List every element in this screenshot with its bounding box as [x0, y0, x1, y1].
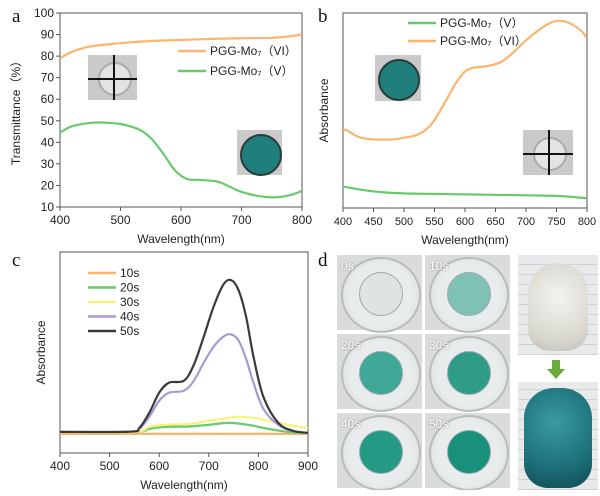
- x-tick-label: 400: [50, 459, 70, 473]
- inset-green-film-a: [237, 130, 282, 176]
- x-tick-label: 700: [231, 213, 251, 227]
- gel-disc: [447, 430, 491, 474]
- crosshair-horizontal: [523, 153, 573, 155]
- crosshair-vertical: [548, 130, 550, 175]
- blue-bear-gel: [524, 388, 592, 488]
- series-line-PGG-Mo-V-: [60, 121, 302, 199]
- panel-label-b: b: [318, 6, 328, 27]
- legend-label: 40s: [120, 310, 139, 324]
- arrow-down-icon: [552, 360, 560, 370]
- x-tick-label: 650: [486, 216, 504, 228]
- x-tick-label: 600: [149, 459, 169, 473]
- x-tick-label: 700: [517, 216, 535, 228]
- x-axis-label: Wavelength(nm): [140, 478, 228, 492]
- gel-disc: [447, 272, 491, 316]
- panel-label-c: c: [12, 250, 21, 271]
- series-line-PGG-Mo-V-: [343, 185, 587, 200]
- plot-frame: [59, 251, 309, 454]
- blue-bear-photo: [518, 382, 598, 490]
- gel-disc: [359, 272, 403, 316]
- panel-label-d: d: [318, 250, 328, 271]
- x-tick-label: 600: [171, 213, 191, 227]
- chart-c: 400 500 600 700 800 900 Wavelength(nm) Absorban…: [34, 251, 318, 492]
- arrow-down-head-icon: [547, 369, 565, 379]
- x-tick-label: 550: [425, 216, 443, 228]
- inset-clear-film-a: [88, 55, 137, 100]
- dish-photo: 0s: [337, 255, 423, 333]
- inset-clear-film-b: [523, 130, 573, 175]
- y-tick-label: 60: [41, 92, 55, 106]
- x-tick-label: 450: [364, 216, 382, 228]
- x-tick-label: 500: [395, 216, 413, 228]
- crosshair-vertical: [113, 55, 115, 100]
- time-label: 0s: [341, 259, 354, 273]
- time-label: 40s: [341, 417, 361, 431]
- x-tick-label: 600: [456, 216, 474, 228]
- dish-photo: 30s: [425, 334, 511, 412]
- legend-label: 10s: [120, 266, 139, 280]
- x-tick-label: 400: [334, 216, 352, 228]
- legend-label: PGG-Mo₇（VI）: [440, 34, 527, 48]
- panel-label-a: a: [12, 6, 21, 27]
- x-axis-label: Wavelength(nm): [137, 232, 225, 246]
- gel-disc: [359, 430, 403, 474]
- y-tick-label: 50: [41, 114, 55, 128]
- chart-b: 400 450 500 550 600 650 700 750 800 Wavelength(nm…: [317, 12, 596, 247]
- y-tick-label: 30: [41, 157, 55, 171]
- petri-dish: [341, 336, 421, 412]
- legend-label: PGG-Mo₇（VI）: [210, 44, 297, 58]
- inset-green-film-b: [375, 55, 421, 101]
- x-axis-label: Wavelength(nm): [421, 233, 509, 247]
- chart-a: 400 500 600 700 800 10 20 30 40 50 60 70 80 90 100 Wave…: [9, 6, 312, 246]
- dish-photo: 20s: [337, 334, 423, 412]
- legend-label: PGG-Mo₇（V）: [440, 16, 523, 30]
- clear-bear-photo: [518, 255, 598, 355]
- x-tick-label: 800: [292, 213, 312, 227]
- time-label: 20s: [341, 338, 361, 352]
- x-tick-label: 400: [50, 213, 70, 227]
- dish-photo: 50s: [425, 413, 511, 490]
- y-axis-label: Transmittance（%）: [9, 55, 23, 165]
- legend-label: 50s: [120, 324, 139, 338]
- x-tick-label: 700: [199, 459, 219, 473]
- legend-label: 30s: [120, 295, 139, 309]
- gel-disc: [447, 351, 491, 395]
- series-line-PGG-Mo-VI-: [60, 33, 302, 60]
- x-tick-label: 800: [578, 216, 596, 228]
- series-line-PGG-Mo-VI-: [343, 19, 587, 141]
- y-tick-label: 100: [34, 6, 54, 20]
- crosshair-horizontal: [88, 78, 137, 80]
- gel-disc: [359, 351, 403, 395]
- x-tick-label: 750: [547, 216, 565, 228]
- x-tick-label: 500: [110, 213, 130, 227]
- green-gel-image: [378, 59, 420, 101]
- y-tick-label: 20: [41, 178, 55, 192]
- y-tick-label: 70: [41, 71, 55, 85]
- x-tick-label: 500: [100, 459, 120, 473]
- y-tick-label: 90: [41, 28, 55, 42]
- y-axis-label: Absorbance: [34, 320, 48, 384]
- series-line-50s: [60, 278, 308, 434]
- time-label: 50s: [429, 417, 449, 431]
- series-line-40s: [60, 333, 308, 434]
- dish-photo: 40s: [337, 413, 423, 490]
- time-label: 10s: [429, 259, 449, 273]
- time-label: 30s: [429, 338, 449, 352]
- y-axis-label: Absorbance: [317, 78, 331, 142]
- clear-bear-gel: [528, 263, 588, 351]
- x-tick-label: 900: [298, 459, 318, 473]
- plot-frame: [59, 12, 303, 208]
- x-tick-label: 800: [248, 459, 268, 473]
- y-tick-label: 40: [41, 135, 55, 149]
- legend-label: PGG-Mo₇（V）: [210, 64, 293, 78]
- y-tick-label: 80: [41, 49, 55, 63]
- legend-label: 20s: [120, 281, 139, 295]
- y-tick-label: 10: [41, 200, 55, 214]
- green-gel-image: [240, 134, 282, 176]
- dish-photo-grid: 0s 10s 20s 30s 40s 50s: [337, 255, 511, 490]
- dish-photo: 10s: [425, 255, 511, 333]
